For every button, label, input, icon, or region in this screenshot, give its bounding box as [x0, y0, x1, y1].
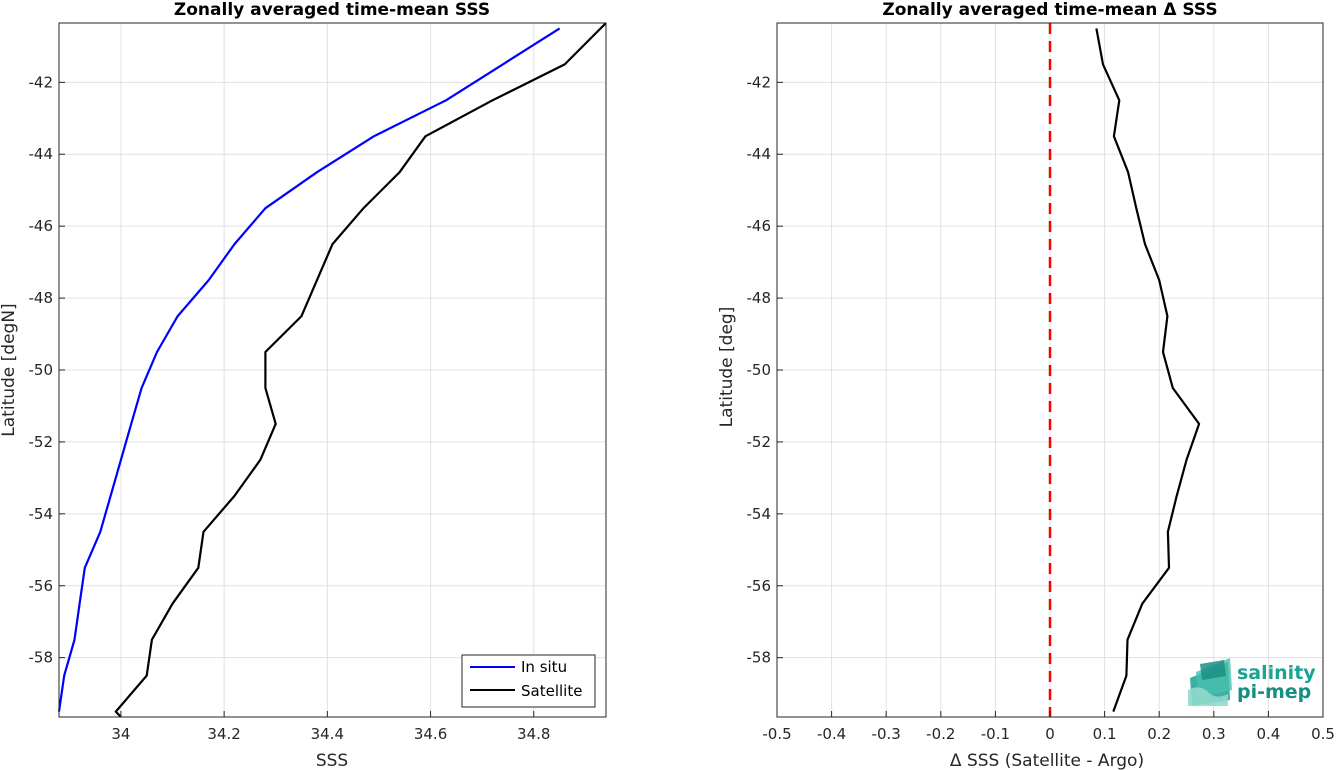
- y-tick-label: -52: [747, 433, 772, 451]
- x-tick-label: 0.5: [1311, 725, 1335, 743]
- series-layer: [57, 22, 607, 718]
- series-line-in-situ: [57, 27, 561, 712]
- x-tick-label: -0.5: [762, 725, 791, 743]
- chart-title: Zonally averaged time-mean Δ SSS: [882, 0, 1217, 20]
- y-tick-label: -42: [29, 73, 54, 91]
- y-axis-label: Latitude [deg]: [717, 307, 737, 428]
- x-tick-label: -0.3: [872, 725, 901, 743]
- y-tick-label: -48: [29, 289, 54, 307]
- y-tick-label: -58: [29, 649, 54, 667]
- x-tick-label: 34.4: [311, 725, 344, 743]
- ticks: -0.5 -0.4 -0.3 -0.2 -0.1 0 0.1 0.2 0.3 0.4 0.5 -42 -…: [747, 73, 1335, 743]
- x-axis-label: Δ SSS (Satellite - Argo): [950, 751, 1144, 770]
- y-tick-label: -42: [747, 73, 772, 91]
- x-tick-label: 34.8: [517, 725, 550, 743]
- y-tick-label: -44: [29, 145, 54, 163]
- legend-box: [461, 654, 596, 708]
- y-tick-label: -50: [747, 361, 772, 379]
- x-tick-label: 0.1: [1093, 725, 1117, 743]
- ticks: 34 34.2 34.4 34.6 34.8 -42 -44 -46 -48 -50 -52 -54 -…: [29, 73, 551, 743]
- y-tick-label: -44: [747, 145, 772, 163]
- x-tick-label: 34: [111, 725, 130, 743]
- x-tick-label: 34.2: [207, 725, 240, 743]
- series-line-delta-sss: [1095, 28, 1201, 712]
- y-tick-label: -52: [29, 433, 54, 451]
- legend-label-satellite: Satellite: [521, 682, 582, 700]
- x-tick-label: 0.2: [1147, 725, 1171, 743]
- series-layer: [1095, 28, 1201, 712]
- x-axis-label: SSS: [316, 751, 348, 770]
- y-tick-label: -46: [29, 217, 54, 235]
- series-line-satellite: [114, 22, 607, 718]
- y-axis-label: Latitude [degN]: [0, 303, 19, 436]
- x-tick-label: 34.6: [414, 725, 447, 743]
- grid: [59, 23, 606, 717]
- delta-sss-panel: -0.5 -0.4 -0.3 -0.2 -0.1 0 0.1 0.2 0.3 0.4 0.5 -42 -…: [717, 0, 1335, 770]
- y-tick-label: -46: [747, 217, 772, 235]
- y-tick-label: -58: [747, 649, 772, 667]
- x-tick-label: 0.4: [1256, 725, 1280, 743]
- y-tick-label: -48: [747, 289, 772, 307]
- legend: In situ Satellite: [461, 654, 596, 708]
- sss-panel: 34 34.2 34.4 34.6 34.8 -42 -44 -46 -48 -50 -52 -54 -…: [0, 0, 607, 770]
- chart-title: Zonally averaged time-mean SSS: [174, 0, 490, 20]
- logo-wave-icon: [1188, 658, 1232, 706]
- y-tick-label: -56: [29, 577, 54, 595]
- salinity-pi-mep-logo: salinity pi-mep: [1188, 658, 1316, 706]
- x-tick-label: 0.3: [1202, 725, 1226, 743]
- x-tick-label: -0.2: [926, 725, 955, 743]
- logo-line2: pi-mep: [1237, 681, 1311, 703]
- y-tick-label: -50: [29, 361, 54, 379]
- x-tick-label: -0.1: [981, 725, 1010, 743]
- legend-label-in-situ: In situ: [521, 658, 567, 676]
- logo-line1: salinity: [1237, 662, 1316, 684]
- x-tick-label: 0: [1045, 725, 1055, 743]
- y-tick-label: -54: [747, 505, 772, 523]
- y-tick-label: -56: [747, 577, 772, 595]
- y-tick-label: -54: [29, 505, 54, 523]
- x-tick-label: -0.4: [817, 725, 846, 743]
